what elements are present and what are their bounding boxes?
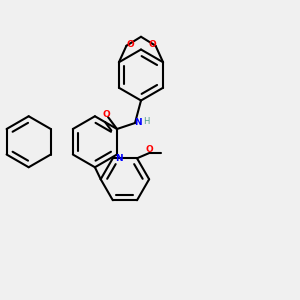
Text: N: N: [134, 118, 142, 127]
Text: O: O: [146, 146, 154, 154]
Text: O: O: [148, 40, 156, 49]
Text: O: O: [103, 110, 110, 119]
Text: O: O: [126, 40, 134, 49]
Text: H: H: [143, 117, 150, 126]
Text: N: N: [115, 154, 122, 163]
